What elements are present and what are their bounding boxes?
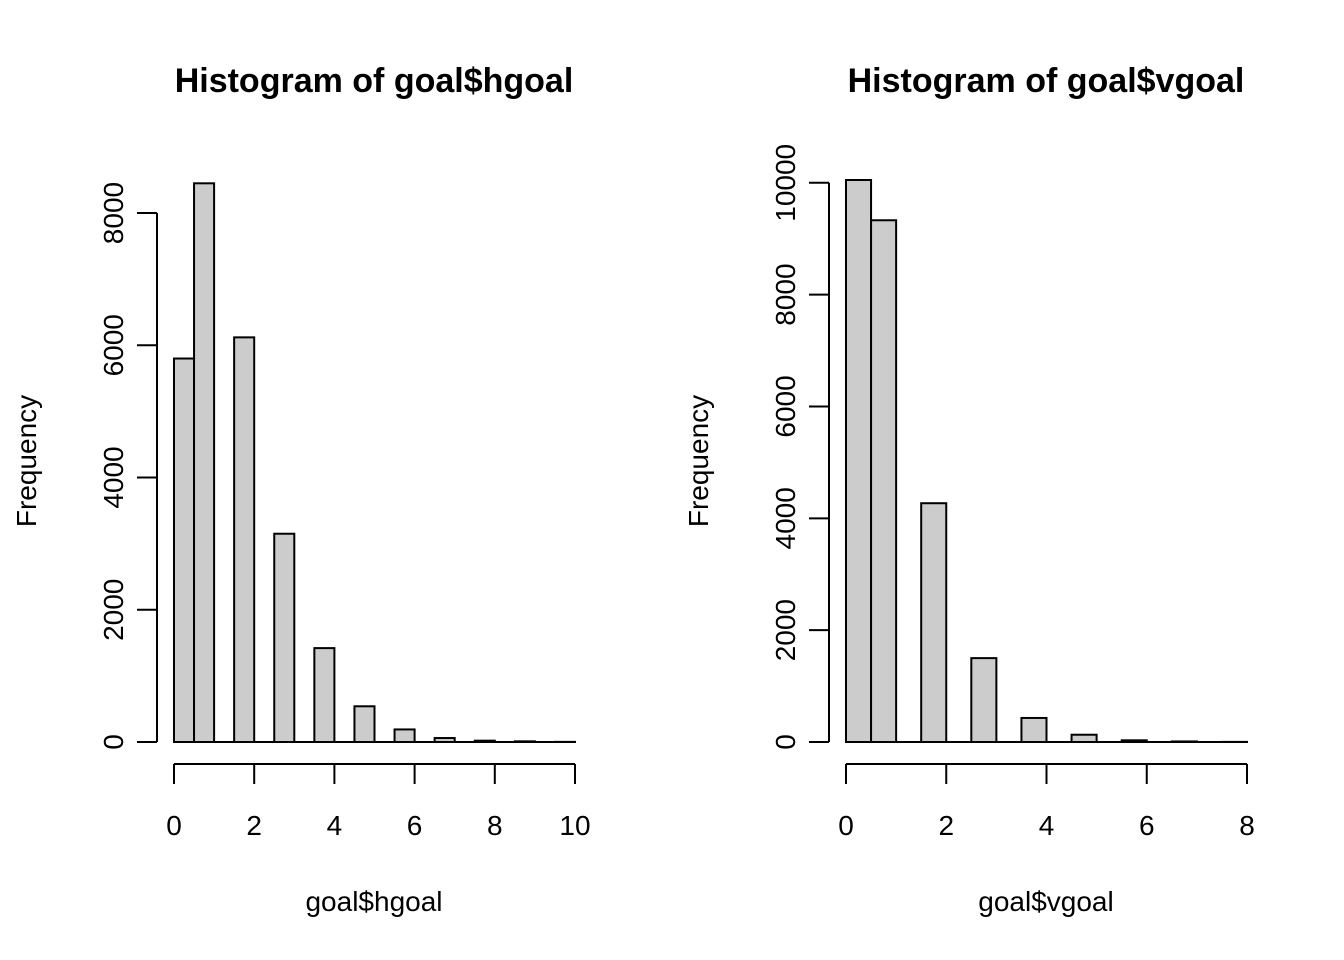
- x-tick-label: 10: [559, 810, 590, 841]
- y-tick-label: 10000: [770, 144, 801, 222]
- x-tick-label: 4: [1039, 810, 1055, 841]
- chart-title: Histogram of goal$vgoal: [848, 62, 1245, 100]
- y-axis-label: Frequency: [683, 395, 714, 527]
- x-tick-label: 8: [487, 810, 503, 841]
- histogram-bar: [273, 532, 296, 744]
- histogram-bar: [870, 219, 898, 743]
- y-axis-label: Frequency: [11, 395, 42, 527]
- y-tick-label: 2000: [770, 599, 801, 661]
- x-axis: 0 2 4 6 8 10: [166, 763, 591, 841]
- x-tick-label: 0: [838, 810, 854, 841]
- chart-title: Histogram of goal$hgoal: [175, 62, 574, 100]
- histogram-bar: [473, 739, 496, 744]
- histogram-bar: [1020, 716, 1048, 743]
- y-tick-label: 8000: [770, 263, 801, 325]
- histogram-bar: [1170, 740, 1198, 743]
- histogram-bar: [920, 502, 948, 744]
- bars-group: [845, 179, 1248, 744]
- x-tick-label: 8: [1239, 810, 1255, 841]
- histogram-bar: [393, 728, 416, 743]
- histogram-bar: [1070, 733, 1098, 743]
- y-tick-label: 0: [98, 734, 129, 750]
- x-tick-label: 2: [938, 810, 954, 841]
- y-tick-label: 6000: [770, 375, 801, 437]
- histogram-bar: [353, 705, 376, 743]
- y-axis: 0 2000 4000 6000 8000 10000: [770, 144, 830, 750]
- histogram-bar: [1120, 739, 1148, 743]
- x-tick-label: 2: [246, 810, 262, 841]
- histogram-bar: [173, 357, 196, 743]
- y-tick-label: 4000: [770, 487, 801, 549]
- histogram-bar: [233, 336, 256, 743]
- histogram-bar: [433, 737, 456, 744]
- x-tick-label: 6: [407, 810, 423, 841]
- x-tick-label: 0: [166, 810, 182, 841]
- y-tick-label: 6000: [98, 314, 129, 376]
- y-tick-label: 2000: [98, 579, 129, 641]
- histogram-bar: [970, 657, 998, 743]
- bars-group: [173, 182, 577, 744]
- histogram-bar: [193, 182, 216, 743]
- histogram-bar: [513, 740, 536, 743]
- y-tick-label: 4000: [98, 446, 129, 508]
- x-axis: 0 2 4 6 8: [838, 763, 1255, 841]
- x-tick-label: 6: [1139, 810, 1155, 841]
- y-tick-label: 0: [770, 734, 801, 750]
- histogram-panel-vgoal: Histogram of goal$vgoal goal$vgoal Frequ…: [683, 62, 1255, 917]
- histogram-bar: [313, 647, 336, 743]
- y-tick-label: 8000: [98, 182, 129, 244]
- histogram-panel-hgoal: Histogram of goal$hgoal goal$hgoal Frequ…: [11, 62, 591, 917]
- histogram-bar: [845, 179, 873, 743]
- x-axis-label: goal$hgoal: [305, 886, 442, 917]
- y-axis: 0 2000 4000 6000 8000: [98, 182, 158, 750]
- x-tick-label: 4: [327, 810, 343, 841]
- x-axis-label: goal$vgoal: [978, 886, 1113, 917]
